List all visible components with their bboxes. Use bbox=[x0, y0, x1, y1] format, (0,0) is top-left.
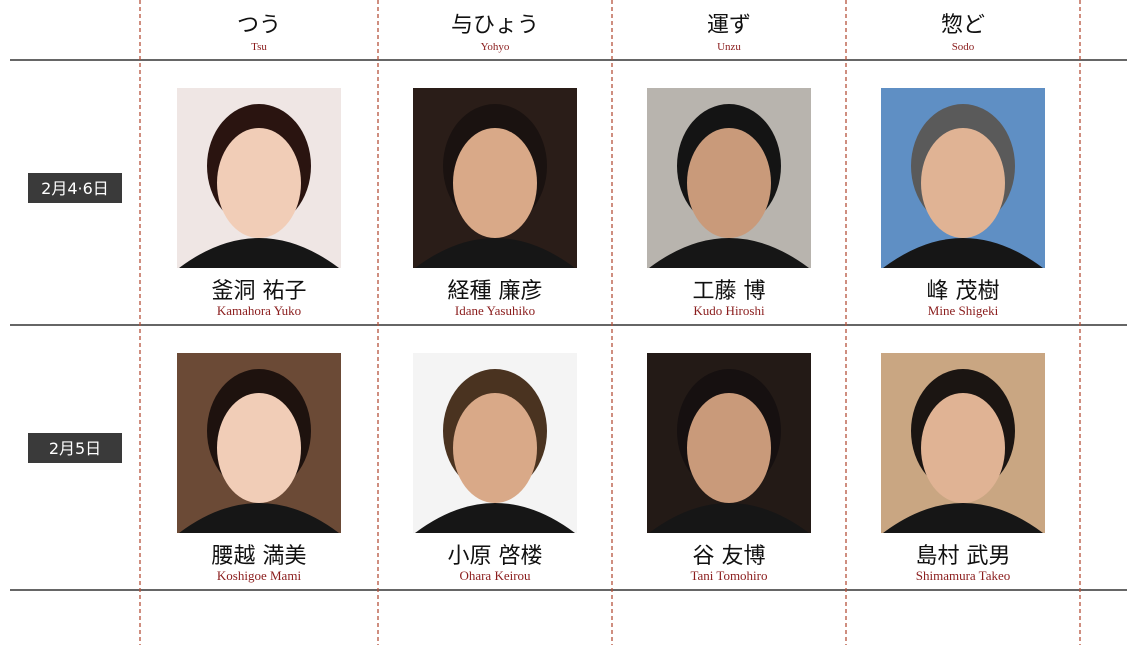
cast-name: 峰 茂樹 bbox=[927, 279, 1000, 304]
portrait-face bbox=[453, 128, 537, 238]
date-box bbox=[28, 433, 122, 463]
portrait-shoulders bbox=[883, 238, 1043, 268]
portrait-shoulders bbox=[179, 238, 339, 268]
role-name: 与ひょう bbox=[451, 13, 539, 38]
portrait-shoulders bbox=[649, 238, 809, 268]
role-name: 運ず bbox=[707, 13, 751, 38]
portrait-face bbox=[921, 393, 1005, 503]
cast-romaji: Ohara Keirou bbox=[459, 568, 531, 583]
cast-name: 島村 武男 bbox=[916, 544, 1011, 569]
role-romaji: Unzu bbox=[717, 41, 741, 53]
cast-romaji: Idane Yasuhiko bbox=[455, 303, 535, 318]
portrait-face bbox=[687, 128, 771, 238]
cast-name: 腰越 満美 bbox=[212, 544, 307, 569]
role-romaji: Sodo bbox=[952, 41, 975, 53]
cast-name: 小原 啓楼 bbox=[448, 544, 543, 569]
role-name: 惣ど bbox=[941, 13, 985, 38]
portrait-shoulders bbox=[179, 503, 339, 533]
portrait-shoulders bbox=[883, 503, 1043, 533]
role-name: つう bbox=[237, 13, 281, 38]
portrait-face bbox=[453, 393, 537, 503]
cast-romaji: Kamahora Yuko bbox=[217, 303, 301, 318]
portrait-face bbox=[217, 128, 301, 238]
date-label: 2月5日 bbox=[49, 439, 101, 458]
cast-name: 谷 友博 bbox=[693, 544, 766, 569]
portrait-face bbox=[921, 128, 1005, 238]
portrait-face bbox=[687, 393, 771, 503]
role-romaji: Tsu bbox=[251, 41, 267, 53]
portrait-shoulders bbox=[649, 503, 809, 533]
cast-romaji: Shimamura Takeo bbox=[916, 568, 1011, 583]
cast-name: 釜洞 祐子 bbox=[212, 279, 307, 304]
cast-romaji: Koshigoe Mami bbox=[217, 568, 302, 583]
portrait-face bbox=[217, 393, 301, 503]
portrait-shoulders bbox=[415, 503, 575, 533]
portrait-shoulders bbox=[415, 238, 575, 268]
cast-name: 工藤 博 bbox=[693, 279, 766, 304]
cast-romaji: Tani Tomohiro bbox=[690, 568, 767, 583]
date-label: 2月4·6日 bbox=[41, 179, 109, 198]
cast-name: 経種 廉彦 bbox=[448, 279, 543, 304]
cast-romaji: Kudo Hiroshi bbox=[693, 303, 765, 318]
role-romaji: Yohyo bbox=[481, 41, 510, 53]
date-box bbox=[28, 173, 122, 203]
cast-romaji: Mine Shigeki bbox=[928, 303, 999, 318]
